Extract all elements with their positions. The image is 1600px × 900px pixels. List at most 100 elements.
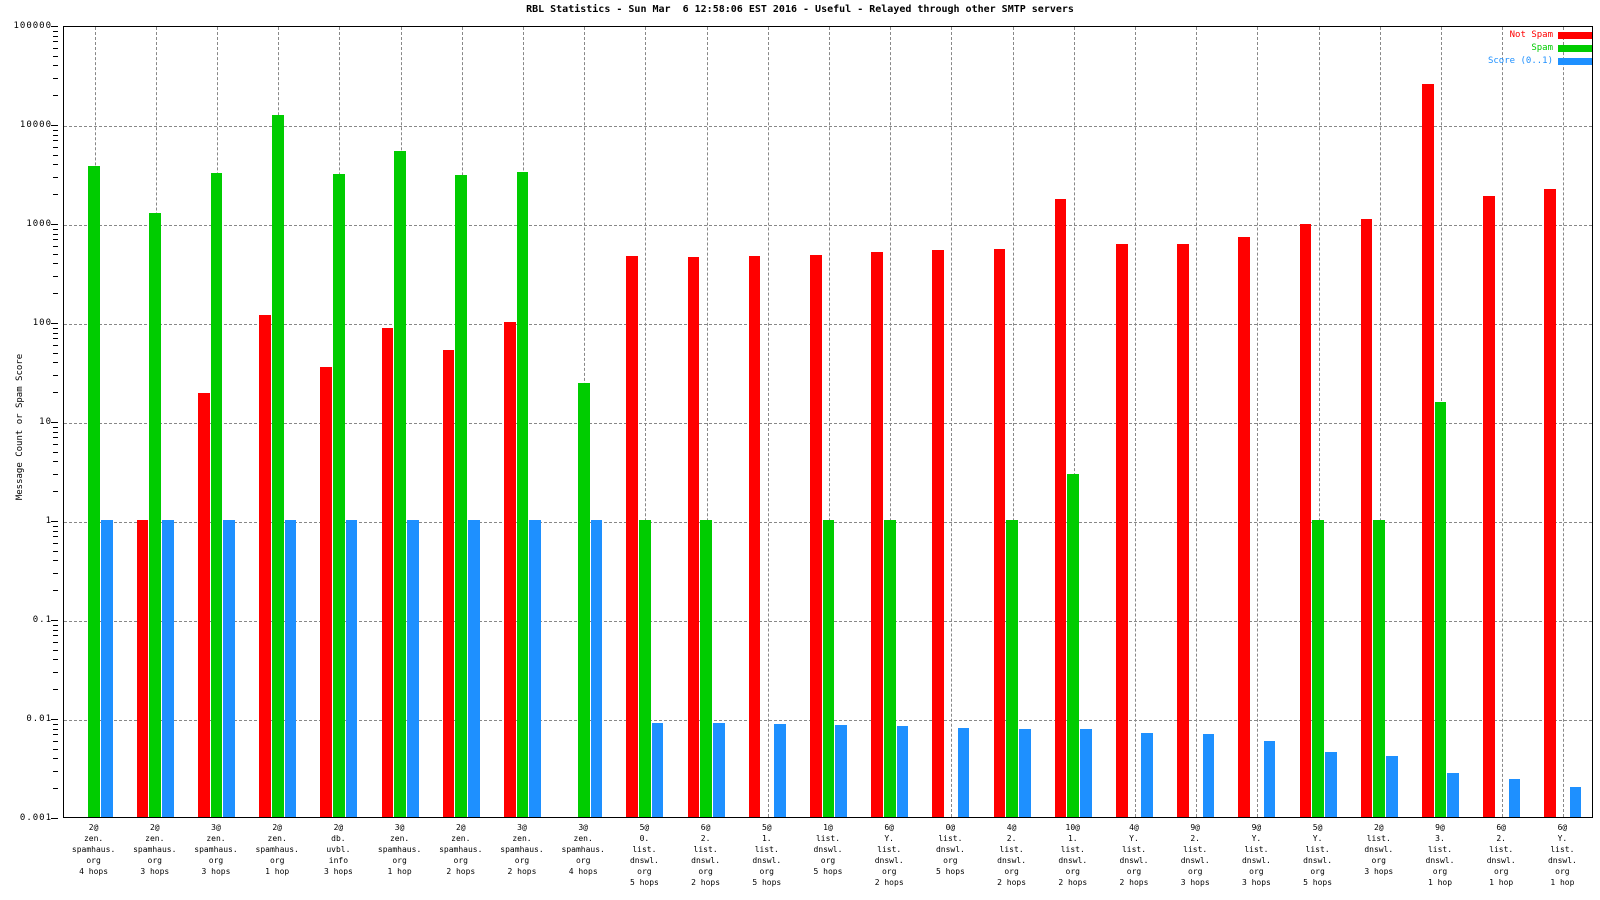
bar-not-spam — [810, 254, 822, 817]
bar-spam — [639, 520, 651, 817]
bar-not-spam — [748, 255, 761, 817]
x-tick-label: 6@ Y. list. dnswl. org 2 hops — [859, 822, 920, 888]
y-minor-tick-mark — [53, 362, 58, 364]
gridline-vertical — [1563, 27, 1565, 817]
y-minor-tick-mark — [53, 176, 58, 178]
x-tick-label-line: 1. — [1067, 834, 1078, 843]
gridline-vertical — [1012, 27, 1014, 817]
x-tick-label-line: 9@ — [1190, 823, 1200, 832]
bar-score — [345, 520, 358, 817]
y-minor-tick-mark — [53, 770, 58, 772]
x-tick-label-line: Y. — [1129, 834, 1139, 843]
bar-spam — [700, 520, 712, 817]
y-tick-mark — [51, 26, 58, 27]
y-minor-tick-mark — [53, 239, 58, 241]
bar-score — [774, 723, 786, 817]
y-minor-tick-mark — [53, 560, 58, 562]
x-tick-label: 2@ zen. spamhaus. org 2 hops — [430, 822, 491, 877]
x-tick-label-line: 2@ — [149, 823, 160, 832]
gridline-vertical — [829, 27, 830, 817]
gridline-vertical — [1318, 27, 1320, 817]
bar-not-spam — [626, 256, 639, 817]
x-tick-label-line: org — [1065, 867, 1080, 876]
x-tick-label-line: 6@ — [1496, 823, 1506, 832]
y-minor-tick-mark — [53, 327, 58, 329]
y-minor-tick-mark — [53, 164, 58, 166]
x-tick-label-line: org — [208, 856, 224, 865]
bar-spam — [271, 115, 284, 817]
x-tick-label-line: 1. — [761, 834, 772, 843]
x-tick-label-line: 2 hops — [997, 878, 1027, 887]
legend-item-spam: Spam — [1531, 43, 1592, 53]
gridline-vertical — [1379, 27, 1381, 817]
x-tick-label: 9@ 3. list. dnswl. org 1 hop — [1409, 822, 1470, 888]
y-minor-tick-mark — [53, 194, 58, 196]
y-tick-mark — [51, 224, 58, 225]
x-tick-label-line: dnswl. — [1180, 856, 1210, 865]
y-minor-tick-mark — [53, 374, 58, 376]
x-tick-label-line: 0. — [639, 834, 650, 843]
x-tick-label-line: list. — [1060, 845, 1085, 854]
x-tick-label-line: zen. — [267, 834, 287, 843]
x-tick-label-line: list. — [1244, 845, 1269, 854]
y-tick-label: 1000 — [26, 219, 52, 229]
x-tick-label-line: list. — [1183, 845, 1208, 854]
y-axis-tick-labels: 100000 10000 1000 100 10 1 0.1 0.01 0.001 — [0, 21, 58, 823]
x-tick-label-line: list. — [1489, 845, 1514, 854]
x-tick-label-line: 2 hops — [1119, 878, 1149, 887]
x-tick-label: 3@ zen. spamhaus. org 3 hops — [185, 822, 246, 877]
x-tick-label-line: spamhaus. — [500, 845, 544, 854]
x-tick-label-line: list. — [693, 845, 718, 854]
bar-score — [1018, 728, 1031, 817]
x-tick-label-line: zen. — [512, 834, 532, 843]
gridline-horizontal — [64, 423, 1592, 424]
y-tick-mark — [51, 818, 58, 819]
bar-score — [1202, 733, 1215, 817]
bar-not-spam — [1238, 237, 1251, 817]
y-tick-mark — [51, 125, 58, 126]
x-tick-label: 5@ 0. list. dnswl. org 5 hops — [614, 822, 675, 888]
x-tick-label-line: org — [759, 867, 774, 876]
x-tick-label-line: db. — [331, 834, 346, 843]
y-minor-tick-mark — [53, 536, 58, 538]
bar-score — [223, 520, 235, 817]
y-minor-tick-mark — [53, 740, 58, 742]
gridline-vertical — [1073, 27, 1075, 817]
legend-swatch-not-spam — [1558, 31, 1592, 39]
x-tick-label-line: dnswl. — [997, 856, 1027, 865]
y-tick-label: 100 — [32, 318, 52, 328]
y-minor-tick-mark — [53, 41, 58, 43]
bar-not-spam — [932, 249, 945, 817]
x-tick-label-line: 1 hop — [1550, 878, 1575, 887]
y-minor-tick-mark — [53, 293, 58, 295]
x-tick-label-line: 5@ — [761, 823, 772, 832]
gridline-vertical — [1135, 27, 1136, 817]
y-minor-tick-mark — [53, 734, 58, 736]
x-tick-label-line: org — [575, 856, 591, 865]
x-tick-label-line: dnswl. — [1364, 845, 1394, 854]
x-tick-label-line: list. — [1550, 845, 1575, 854]
x-tick-label-line: list. — [1121, 845, 1147, 854]
gridline-vertical — [1257, 27, 1259, 817]
x-tick-label-line: dnswl. — [874, 856, 904, 865]
x-tick-label-line: 3@ — [578, 823, 588, 832]
bar-spam — [1067, 474, 1080, 817]
x-tick-label-line: dnswl. — [1303, 856, 1333, 865]
x-tick-label: 2@ zen. spamhaus. org 3 hops — [124, 822, 185, 877]
legend-label-not-spam: Not Spam — [1509, 30, 1553, 40]
x-tick-label-line: 4@ — [1006, 823, 1017, 832]
gridline-vertical — [1196, 27, 1198, 817]
x-tick-label-line: org — [1310, 867, 1325, 876]
y-minor-tick-mark — [53, 473, 58, 475]
x-tick-label-line: dnswl. — [691, 856, 721, 865]
y-minor-tick-mark — [53, 491, 58, 493]
x-tick-label-line: list. — [877, 845, 902, 854]
gridline-vertical — [767, 27, 769, 817]
y-minor-tick-mark — [53, 263, 58, 265]
bar-not-spam — [320, 367, 333, 817]
x-tick-label-line: 10@ — [1065, 823, 1080, 832]
x-tick-label-line: 3@ — [394, 823, 405, 832]
x-tick-label-line: org — [1493, 867, 1509, 876]
bar-score — [1080, 728, 1092, 817]
x-tick-label-line: Y. — [1557, 834, 1568, 843]
